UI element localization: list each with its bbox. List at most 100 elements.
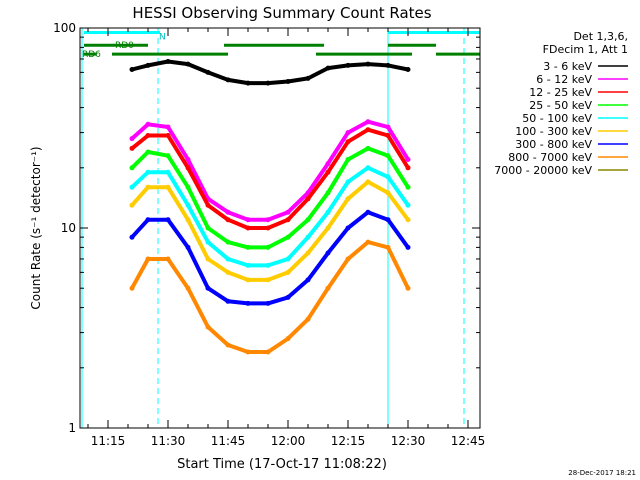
point-100-300-kev — [405, 217, 411, 223]
point-12-25-kev — [129, 145, 135, 151]
point-6-12-kev — [265, 217, 271, 223]
point-100-300-kev — [305, 250, 311, 256]
point-3-6-kev — [145, 62, 151, 68]
point-6-12-kev — [129, 136, 135, 142]
point-100-300-kev — [245, 277, 251, 283]
legend-header-1: Det 1,3,6, — [573, 30, 628, 43]
point-3-6-kev — [365, 61, 371, 67]
point-6-12-kev — [365, 119, 371, 125]
point-25-50-kev — [265, 244, 271, 250]
point-3-6-kev — [165, 59, 171, 64]
legend-label-100-300-kev: 100 - 300 keV — [515, 125, 592, 138]
point-300-800-kev — [385, 217, 391, 223]
point-12-25-kev — [405, 165, 411, 171]
point-50-100-kev — [129, 184, 135, 190]
point-3-6-kev — [225, 77, 231, 83]
point-3-6-kev — [405, 67, 411, 72]
point-3-6-kev — [185, 61, 191, 67]
point-50-100-kev — [185, 202, 191, 208]
point-100-300-kev — [265, 277, 271, 283]
segment-label-rd0: RD0 — [115, 41, 134, 51]
point-800-7000-kev — [305, 316, 311, 322]
point-100-300-kev — [285, 269, 291, 275]
point-100-300-kev — [129, 202, 135, 208]
point-300-800-kev — [365, 209, 371, 215]
point-12-25-kev — [365, 127, 371, 133]
point-25-50-kev — [245, 244, 251, 250]
point-6-12-kev — [285, 209, 291, 215]
point-800-7000-kev — [345, 256, 351, 262]
point-6-12-kev — [385, 124, 391, 130]
point-3-6-kev — [305, 75, 311, 81]
point-800-7000-kev — [285, 336, 291, 342]
point-100-300-kev — [185, 217, 191, 223]
point-100-300-kev — [225, 269, 231, 275]
point-800-7000-kev — [325, 285, 331, 291]
point-50-100-kev — [205, 239, 211, 245]
point-12-25-kev — [285, 217, 291, 223]
point-12-25-kev — [225, 217, 231, 223]
legend-label-12-25-kev: 12 - 25 keV — [529, 86, 592, 99]
point-3-6-kev — [245, 80, 251, 86]
point-12-25-kev — [385, 133, 391, 138]
point-50-100-kev — [305, 234, 311, 240]
point-800-7000-kev — [405, 285, 411, 291]
point-25-50-kev — [185, 184, 191, 190]
point-12-25-kev — [165, 133, 171, 138]
point-800-7000-kev — [145, 256, 151, 262]
point-100-300-kev — [325, 225, 331, 231]
point-12-25-kev — [305, 196, 311, 202]
point-50-100-kev — [265, 262, 271, 268]
point-300-800-kev — [265, 300, 271, 306]
point-300-800-kev — [345, 225, 351, 231]
point-25-50-kev — [385, 153, 391, 159]
point-100-300-kev — [385, 190, 391, 196]
point-50-100-kev — [145, 169, 151, 175]
x-tick-label: 12:45 — [451, 434, 486, 448]
point-800-7000-kev — [245, 349, 251, 355]
point-25-50-kev — [145, 149, 151, 155]
point-50-100-kev — [405, 202, 411, 208]
x-tick-label: 12:15 — [331, 434, 366, 448]
legend-header-2: FDecim 1, Att 1 — [543, 43, 628, 56]
y-axis-label: Count Rate (s⁻¹ detector⁻¹) — [29, 146, 43, 309]
point-50-100-kev — [385, 174, 391, 180]
segment-label-n: N — [159, 32, 166, 42]
point-100-300-kev — [165, 184, 171, 190]
point-3-6-kev — [265, 80, 271, 86]
point-50-100-kev — [325, 209, 331, 215]
point-12-25-kev — [325, 169, 331, 175]
point-25-50-kev — [225, 239, 231, 245]
x-tick-label: 11:15 — [91, 434, 126, 448]
point-25-50-kev — [129, 165, 135, 171]
timestamp: 28-Dec-2017 18:21 — [568, 469, 636, 477]
point-25-50-kev — [165, 153, 171, 159]
point-6-12-kev — [345, 130, 351, 136]
point-300-800-kev — [225, 298, 231, 304]
x-tick-label: 11:45 — [211, 434, 246, 448]
point-25-50-kev — [325, 190, 331, 196]
point-800-7000-kev — [365, 239, 371, 245]
legend-label-300-800-kev: 300 - 800 keV — [515, 138, 592, 151]
x-axis-label: Start Time (17-Oct-17 11:08:22) — [177, 457, 387, 472]
point-800-7000-kev — [129, 285, 135, 291]
point-100-300-kev — [145, 184, 151, 190]
legend-label-800-7000-kev: 800 - 7000 keV — [508, 151, 592, 164]
point-3-6-kev — [385, 62, 391, 68]
x-tick-label: 11:30 — [151, 434, 186, 448]
legend-label-25-50-kev: 25 - 50 keV — [529, 99, 592, 112]
point-3-6-kev — [129, 67, 135, 72]
chart-title: HESSI Observing Summary Count Rates — [132, 4, 431, 22]
point-300-800-kev — [285, 294, 291, 300]
y-tick-label: 100 — [53, 21, 76, 35]
point-25-50-kev — [305, 217, 311, 223]
point-12-25-kev — [265, 225, 271, 231]
point-300-800-kev — [165, 217, 171, 223]
point-3-6-kev — [205, 69, 211, 75]
point-6-12-kev — [325, 161, 331, 167]
point-300-800-kev — [205, 285, 211, 291]
point-6-12-kev — [185, 157, 191, 162]
point-12-25-kev — [245, 225, 251, 231]
legend-label-6-12-kev: 6 - 12 keV — [536, 73, 592, 86]
